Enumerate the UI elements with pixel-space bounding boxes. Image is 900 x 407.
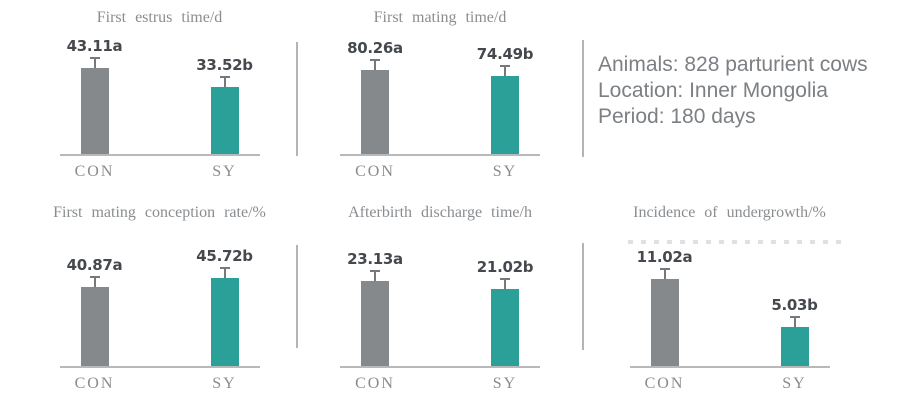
- category-label-con: CON: [74, 163, 115, 180]
- plot-area: 80.26a 74.49b: [346, 39, 534, 154]
- info-panel: Animals: 828 parturient cows Location: I…: [583, 0, 900, 195]
- info-line-location: Location: Inner Mongolia: [598, 79, 828, 102]
- bar-group-con: 23.13a: [346, 250, 404, 366]
- chart-first-mating-time: First mating time/d 80.26a 74.49b CON SY: [297, 0, 583, 195]
- bar-value-label: 23.13a: [347, 250, 403, 269]
- x-axis-line: [59, 154, 260, 156]
- error-bar-cap: [219, 266, 230, 269]
- bar-value-label: 11.02a: [636, 248, 693, 267]
- bar-group-con: 11.02a: [636, 248, 694, 366]
- bar-group-sy: 5.03b: [766, 295, 824, 366]
- bar-sy: [491, 288, 519, 366]
- info-line-period: Period: 180 days: [598, 105, 756, 128]
- x-axis-line: [59, 366, 260, 368]
- error-bar-cap: [789, 315, 800, 318]
- chart-title: Incidence of undergrowth/%: [633, 204, 826, 221]
- panel-divider: [296, 245, 298, 348]
- bar-group-sy: 21.02b: [476, 258, 534, 366]
- category-labels: CON SY: [636, 368, 824, 407]
- category-label-sy: SY: [492, 375, 518, 392]
- bar-value-label: 21.02b: [476, 257, 534, 276]
- bar-con: [650, 279, 679, 366]
- bar-sy: [491, 76, 519, 154]
- error-bar-cap: [370, 270, 380, 273]
- bar-con: [80, 67, 109, 154]
- category-label-sy: SY: [492, 163, 518, 180]
- bar-sy: [210, 87, 239, 154]
- chart-title: First mating time/d: [373, 9, 507, 26]
- x-axis-line: [340, 154, 540, 156]
- error-bar-stem: [223, 268, 226, 278]
- error-bar-cap: [89, 56, 100, 59]
- cropped-text-artifact: [628, 240, 841, 244]
- category-labels: CON SY: [66, 156, 254, 195]
- chart-first-mating-conception-rate: First mating conception rate/% 40.87a 45…: [0, 195, 297, 407]
- x-axis-line: [340, 366, 540, 368]
- chart-title: First mating conception rate/%: [53, 204, 266, 221]
- error-bar-stem: [793, 317, 796, 327]
- bar-value-label: 33.52b: [196, 56, 253, 74]
- x-axis-line: [629, 366, 830, 368]
- bar-con: [361, 281, 389, 366]
- chart-title: First estrus time/d: [96, 9, 223, 26]
- category-label-sy: SY: [212, 163, 237, 180]
- error-bar-stem: [504, 67, 506, 76]
- bar-group-sy: 74.49b: [476, 45, 534, 154]
- bar-sy: [210, 277, 239, 366]
- bar-value-label: 80.26a: [347, 38, 403, 57]
- plot-area: 40.87a 45.72b: [66, 247, 254, 366]
- category-labels: CON SY: [66, 368, 254, 407]
- bar-sy: [780, 326, 809, 366]
- bar-value-label: 74.49b: [476, 45, 534, 63]
- plot-area: 23.13a 21.02b: [346, 250, 534, 366]
- chart-afterbirth-discharge-time: Afterbirth discharge time/h 23.13a 21.02…: [297, 195, 583, 407]
- plot-area: 43.11a 33.52b: [66, 37, 254, 154]
- bar-group-con: 40.87a: [66, 256, 124, 366]
- error-bar-cap: [500, 277, 510, 280]
- bar-group-con: 80.26a: [346, 39, 404, 154]
- bar-group-sy: 33.52b: [196, 56, 254, 154]
- error-bar-stem: [93, 278, 96, 288]
- bar-con: [361, 69, 389, 154]
- bar-group-sy: 45.72b: [196, 247, 254, 366]
- bar-value-label: 43.11a: [66, 36, 123, 55]
- panel-divider: [296, 42, 298, 156]
- category-label-con: CON: [74, 375, 115, 392]
- chart-title: Afterbirth discharge time/h: [348, 204, 532, 221]
- info-line-animals: Animals: 828 parturient cows: [598, 53, 868, 76]
- category-label-sy: SY: [212, 375, 237, 392]
- bar-value-label: 45.72b: [196, 246, 253, 265]
- category-labels: CON SY: [346, 368, 534, 407]
- category-label-con: CON: [644, 375, 685, 392]
- plot-area: 11.02a 5.03b: [636, 248, 824, 366]
- error-bar-cap: [370, 58, 380, 61]
- category-label-con: CON: [355, 163, 395, 180]
- panel-divider: [582, 243, 584, 350]
- error-bar-stem: [374, 272, 376, 282]
- chart-first-estrus-time: First estrus time/d 43.11a 33.52b CON SY: [0, 0, 297, 195]
- category-labels: CON SY: [346, 156, 534, 195]
- error-bar-cap: [500, 65, 510, 67]
- bar-value-label: 40.87a: [66, 256, 123, 275]
- bar-value-label: 5.03b: [771, 295, 818, 314]
- error-bar-cap: [659, 268, 670, 271]
- error-bar-cap: [219, 76, 230, 78]
- bar-con: [80, 287, 109, 366]
- category-label-sy: SY: [782, 375, 807, 392]
- error-bar-stem: [663, 270, 666, 280]
- error-bar-cap: [89, 276, 100, 279]
- error-bar-stem: [93, 58, 96, 68]
- error-bar-stem: [374, 60, 376, 70]
- bar-group-con: 43.11a: [66, 37, 124, 154]
- error-bar-stem: [504, 279, 506, 289]
- panel-divider: [582, 40, 584, 157]
- chart-incidence-of-undergrowth: Incidence of undergrowth/% 11.02a 5.03b …: [583, 195, 900, 407]
- category-label-con: CON: [355, 375, 395, 392]
- error-bar-stem: [223, 78, 226, 87]
